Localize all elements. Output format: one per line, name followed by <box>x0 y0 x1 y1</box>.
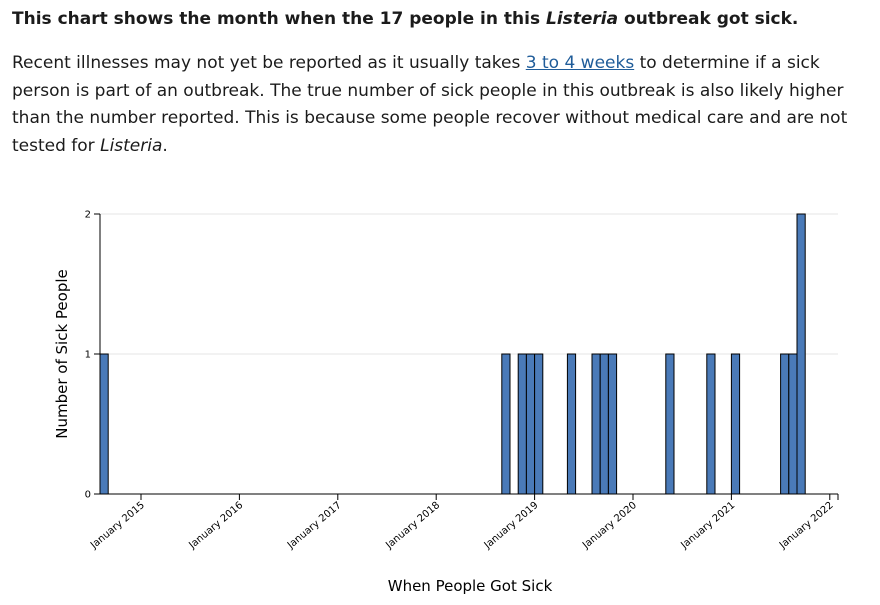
x-tick-label: January 2019 <box>482 500 541 552</box>
intro-text-middle: to determine if a sick person is part of… <box>12 53 848 156</box>
y-axis-title: Number of Sick People <box>53 269 71 438</box>
reporting-timeline-link[interactable]: 3 to 4 weeks <box>525 53 635 73</box>
bar-2020-05 <box>665 353 675 495</box>
bars <box>99 213 806 495</box>
intro-text-end: . <box>162 135 168 156</box>
chart-description-heading: This chart shows the month when the 17 p… <box>12 7 872 31</box>
bar-2020-10 <box>706 353 716 495</box>
intro-paragraph: Recent illnesses may not yet be reported… <box>12 50 872 160</box>
x-tick-label: January 2016 <box>187 500 246 552</box>
x-tick-label: January 2021 <box>679 500 738 552</box>
heading-text-start: This chart shows the month when the 17 p… <box>12 9 546 29</box>
bar-2018-12 <box>525 353 536 495</box>
bar-2019-08 <box>591 353 601 495</box>
y-tick-label: 2 <box>85 210 91 221</box>
axes: 0 1 2 January 2015 January 2016 January 2017 J… <box>85 210 839 552</box>
intro-text-start: Recent illnesses may not yet be reported… <box>12 53 526 73</box>
epi-curve-chart: 0 1 2 January 2015 January 2016 January 2017 J… <box>53 210 839 595</box>
heading-pathogen-name: Listeria <box>545 9 619 29</box>
bar-2021-01 <box>730 353 741 495</box>
bar-2021-09 <box>796 213 806 495</box>
bar-2018-09 <box>501 353 511 495</box>
x-tick-label: January 2017 <box>285 500 344 552</box>
x-tick-label: January 2018 <box>383 500 442 552</box>
x-tick-label: January 2015 <box>88 500 147 552</box>
x-tick-label: January 2020 <box>580 500 639 552</box>
heading-text-end: outbreak got sick. <box>618 9 799 29</box>
bar-2018-11 <box>517 353 527 495</box>
gridlines <box>100 213 838 355</box>
x-axis-title: When People Got Sick <box>388 577 553 595</box>
bar-2019-05 <box>566 353 577 495</box>
y-tick-label: 1 <box>85 350 91 361</box>
bar-2021-07 <box>780 353 790 495</box>
bar-2019-01 <box>534 353 544 495</box>
bar-2019-10 <box>607 353 618 495</box>
bar-2014-08 <box>99 353 109 495</box>
y-tick-label: 0 <box>85 490 91 501</box>
intro-pathogen-name: Listeria <box>100 135 163 156</box>
bar-2021-08 <box>788 353 798 495</box>
x-tick-label: January 2022 <box>777 500 836 552</box>
bar-2019-09 <box>599 353 609 495</box>
